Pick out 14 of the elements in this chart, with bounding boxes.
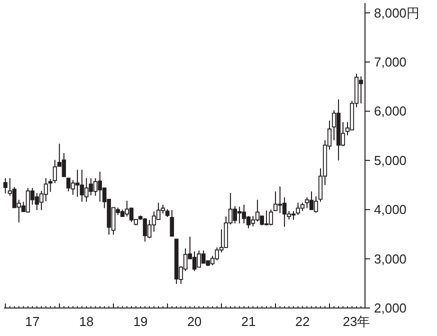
- x-tick-label: 18: [79, 314, 94, 329]
- x-tick-label: 19: [133, 314, 148, 329]
- y-tick-label: 8,000円: [374, 5, 420, 20]
- x-tick-label: 23年: [342, 314, 370, 329]
- y-tick-label: 5,000: [374, 152, 407, 168]
- x-tick-label: 21: [241, 314, 256, 329]
- y-tick-label: 7,000: [374, 54, 407, 70]
- y-tick-label: 4,000: [374, 202, 407, 218]
- x-tick-label: 17: [25, 314, 40, 329]
- y-tick-label: 3,000: [374, 251, 407, 266]
- y-tick-label: 2,000: [374, 300, 407, 316]
- x-tick-label: 22: [295, 314, 310, 329]
- y-tick-label: 6,000: [374, 104, 407, 119]
- x-tick-label: 20: [187, 314, 202, 329]
